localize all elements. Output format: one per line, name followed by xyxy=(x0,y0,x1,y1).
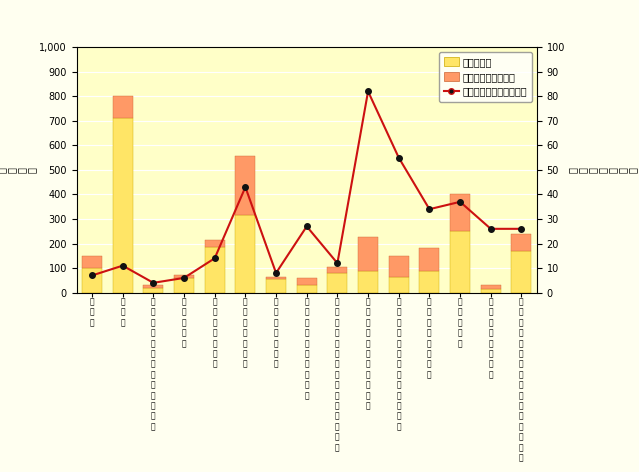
Bar xyxy=(112,96,133,118)
Bar xyxy=(511,234,532,251)
Y-axis label: パ
ー
ト
タ
イ
ム
労
働
者
比
率
（
%
）: パ ー ト タ イ ム 労 働 者 比 率 （ % ） xyxy=(567,165,639,175)
Text: 生
活
関
連
サ
ー
ビ
ス
業
・
娯
楽
業: 生 活 関 連 サ ー ビ ス 業 ・ 娯 楽 業 xyxy=(396,297,401,431)
Bar xyxy=(266,279,286,293)
Bar xyxy=(143,285,164,288)
Text: 卸
売
業
・
小
売
業: 卸 売 業 ・ 小 売 業 xyxy=(243,297,248,369)
Bar xyxy=(450,194,470,231)
Text: 不
動
産
業
・
物
品
賃
貸
業: 不 動 産 業 ・ 物 品 賃 貸 業 xyxy=(304,297,309,400)
Bar xyxy=(450,231,470,293)
Text: 宿
泊
業
・
飲
食
サ
ー
ビ
ス
業: 宿 泊 業 ・ 飲 食 サ ー ビ ス 業 xyxy=(366,297,371,410)
Bar xyxy=(112,118,133,293)
Bar xyxy=(511,251,532,293)
Bar xyxy=(296,285,317,293)
Bar xyxy=(389,277,409,293)
Bar xyxy=(419,270,440,293)
Text: 学
術
研
究
・
専
門
・
技
術
サ
ー
ビ
ス
業: 学 術 研 究 ・ 専 門 ・ 技 術 サ ー ビ ス 業 xyxy=(335,297,340,452)
Bar xyxy=(358,270,378,293)
Bar xyxy=(143,288,164,293)
Bar xyxy=(204,240,225,247)
Bar xyxy=(358,237,378,270)
Bar xyxy=(235,156,256,215)
Bar xyxy=(296,278,317,285)
Bar xyxy=(82,268,102,293)
Text: 金
融
業
・
保
険
業: 金 融 業 ・ 保 険 業 xyxy=(273,297,279,369)
Bar xyxy=(327,273,348,293)
Bar xyxy=(235,215,256,293)
Bar xyxy=(419,248,440,270)
Text: サ
ー
ビ
ス
業
・
他
に
分
類
さ
れ
な
い
も
の: サ ー ビ ス 業 ・ 他 に 分 類 さ れ な い も の xyxy=(519,297,524,463)
Bar xyxy=(481,285,501,289)
Bar xyxy=(266,277,286,279)
Text: 運
輸
業
・
郵
便
業: 運 輸 業 ・ 郵 便 業 xyxy=(212,297,217,369)
Text: 医
療
・
福
祉: 医 療 ・ 福 祉 xyxy=(458,297,463,348)
Text: 製
造
業: 製 造 業 xyxy=(120,297,125,327)
Text: 教
育
・
学
習
支
援
業: 教 育 ・ 学 習 支 援 業 xyxy=(427,297,432,379)
Text: 建
設
業: 建 設 業 xyxy=(89,297,95,327)
Text: 複
合
サ
ー
ビ
ス
事
業: 複 合 サ ー ビ ス 事 業 xyxy=(488,297,493,379)
Y-axis label: 産
業
別
労
働
者
数
（
千
人
）: 産 業 別 労 働 者 数 （ 千 人 ） xyxy=(0,167,36,173)
Bar xyxy=(204,247,225,293)
Bar xyxy=(174,276,194,278)
Bar xyxy=(389,256,409,277)
Bar xyxy=(174,278,194,293)
Text: 情
報
通
信
業: 情 報 通 信 業 xyxy=(181,297,187,348)
Text: 電
気
・
ガ
ス
・
熱
供
給
・
水
道
業: 電 気 ・ ガ ス ・ 熱 供 給 ・ 水 道 業 xyxy=(151,297,156,431)
Bar xyxy=(82,256,102,268)
Legend: 一般労働者, パートタイム労働者, パートタイム労働者比率: 一般労働者, パートタイム労働者, パートタイム労働者比率 xyxy=(439,52,532,101)
Bar xyxy=(327,267,348,273)
Bar xyxy=(481,289,501,293)
